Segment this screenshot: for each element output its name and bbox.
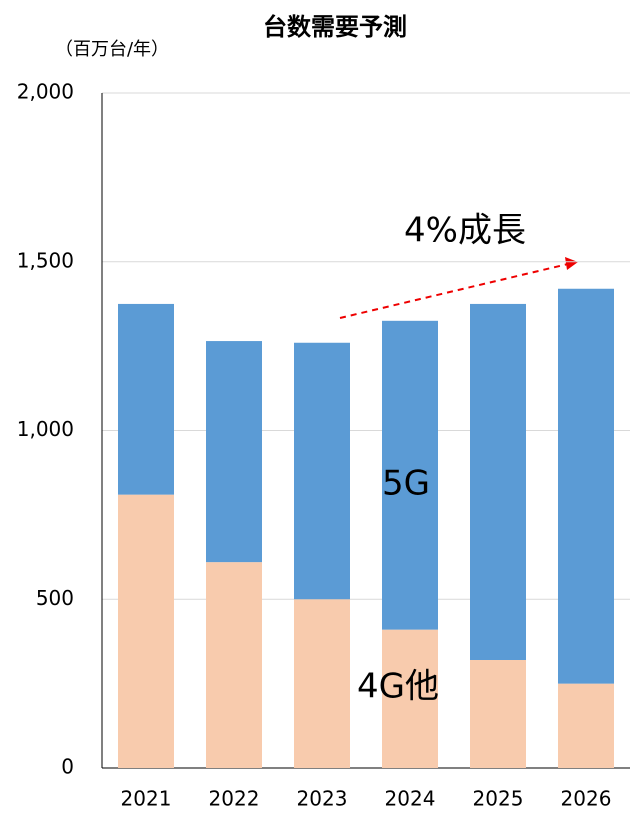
trend-arrow <box>339 263 569 319</box>
x-tick-label: 2025 <box>473 787 524 811</box>
bar-segment <box>558 683 614 768</box>
y-tick-label: 0 <box>61 755 74 779</box>
arrow-head <box>565 257 578 270</box>
bar-segment <box>470 303 526 660</box>
series-label: 4G他 <box>357 667 439 707</box>
y-tick-label: 1,500 <box>17 248 74 272</box>
y-tick-label: 2,000 <box>17 80 74 104</box>
x-tick-label: 2023 <box>297 787 348 811</box>
y-tick-label: 500 <box>36 586 74 610</box>
chart-title: 台数需要予測 <box>263 13 407 41</box>
bar-segment <box>206 341 262 563</box>
series-label: 5G <box>382 464 430 504</box>
y-tick-label: 1,000 <box>17 417 74 441</box>
x-tick-label: 2021 <box>121 787 172 811</box>
bar-segment <box>118 494 174 768</box>
bar-segment <box>470 660 526 768</box>
bar-segment <box>294 599 350 768</box>
x-tick-label: 2026 <box>561 787 612 811</box>
annotation: 4%成長 <box>404 211 526 251</box>
bar-segment <box>118 303 174 495</box>
bar-segment <box>206 562 262 768</box>
bar-segment <box>382 320 438 630</box>
bar-segment <box>294 342 350 600</box>
bar-segment <box>382 629 438 768</box>
bar-segment <box>558 288 614 684</box>
x-tick-label: 2022 <box>209 787 260 811</box>
x-tick-label: 2024 <box>385 787 436 811</box>
y-axis-label: （百万台/年） <box>55 39 169 60</box>
